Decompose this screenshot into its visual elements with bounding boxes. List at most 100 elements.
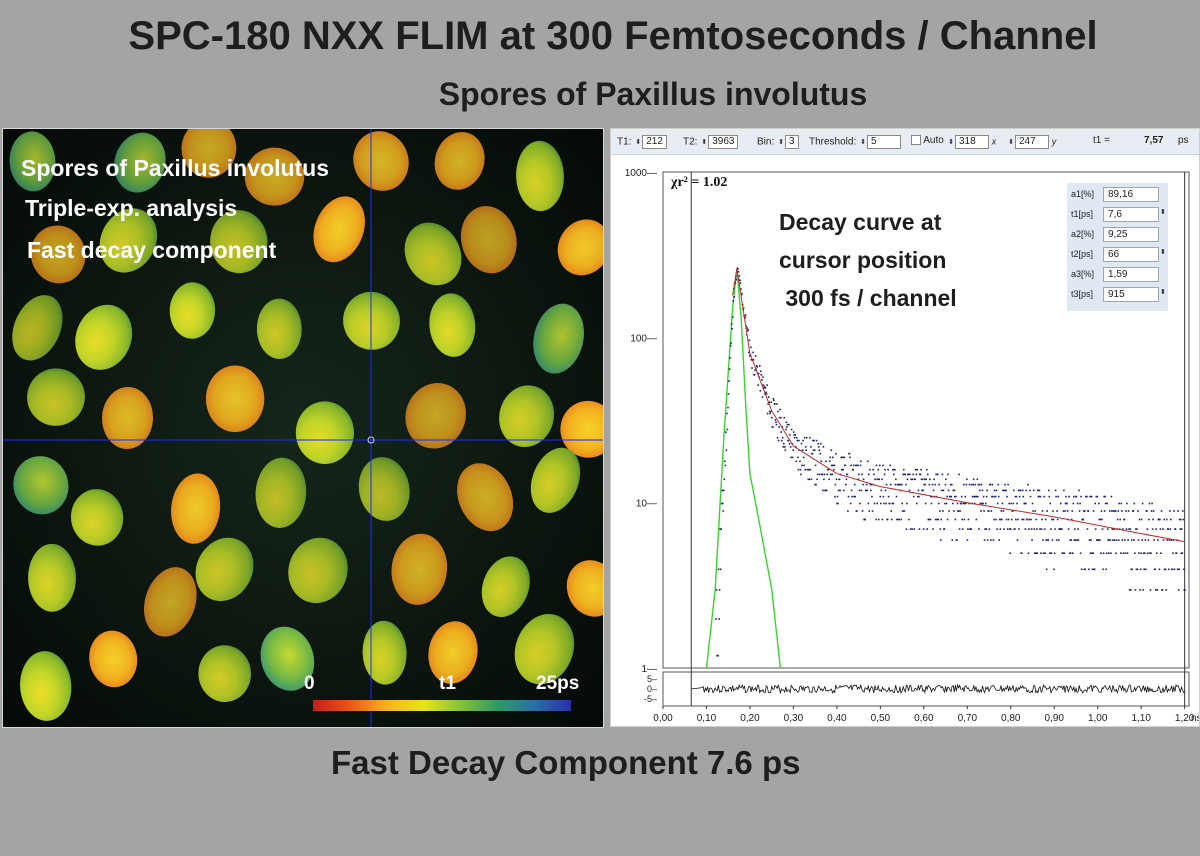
data-point: [879, 495, 882, 498]
flim-image[interactable]: [3, 129, 603, 727]
data-point: [776, 436, 779, 439]
x-control[interactable]: ⬍ 318 x: [947, 135, 996, 149]
fit-param-input[interactable]: 66: [1103, 247, 1159, 262]
data-point: [813, 449, 816, 451]
data-point: [721, 502, 724, 505]
t1-spinner-icon[interactable]: ⬍: [635, 139, 642, 146]
data-point: [1049, 502, 1052, 505]
data-point: [949, 495, 951, 498]
data-point: [789, 434, 791, 436]
data-point: [846, 473, 849, 476]
fit-param-spinner-icon[interactable]: ⬍: [1160, 209, 1166, 216]
data-point: [1064, 502, 1067, 505]
data-point: [808, 468, 810, 471]
data-point: [983, 539, 986, 541]
t1-input[interactable]: 212: [642, 135, 667, 149]
data-point: [1125, 510, 1127, 512]
data-point: [1175, 552, 1178, 554]
data-point: [1098, 502, 1100, 505]
data-point: [787, 439, 790, 442]
data-point: [1110, 552, 1112, 554]
data-point: [1118, 502, 1120, 505]
data-point: [980, 510, 982, 512]
bin-control[interactable]: Bin: ⬍ 3: [757, 135, 799, 149]
data-point: [867, 460, 869, 463]
data-point: [847, 495, 850, 498]
t2-spinner-icon[interactable]: ⬍: [701, 139, 708, 146]
data-point: [884, 468, 886, 471]
data-point: [1109, 510, 1111, 512]
spore: [75, 304, 133, 370]
data-point: [1091, 552, 1093, 554]
data-point: [1017, 518, 1019, 521]
fit-param-input[interactable]: 915: [1103, 287, 1159, 302]
data-point: [855, 464, 857, 467]
data-point: [738, 275, 741, 277]
data-point: [1070, 518, 1073, 521]
data-point: [1168, 539, 1171, 541]
fit-param-input[interactable]: 9,25: [1103, 227, 1159, 242]
y-spinner-icon[interactable]: ⬍: [1008, 139, 1014, 146]
fit-param-input[interactable]: 7,6: [1103, 207, 1159, 222]
flim-image-panel[interactable]: Spores of Paxillus involutus Triple-exp.…: [2, 128, 604, 728]
threshold-input[interactable]: 5: [867, 135, 902, 149]
t1-control[interactable]: T1: ⬍ 212: [617, 135, 667, 149]
data-point: [1069, 552, 1072, 554]
data-point: [1160, 552, 1162, 554]
data-point: [939, 510, 941, 512]
bin-spinner-icon[interactable]: ⬍: [778, 139, 784, 146]
spore: [460, 206, 517, 274]
x-tick-label: 0,70: [958, 713, 978, 724]
bin-input[interactable]: 3: [785, 135, 799, 149]
data-point: [1092, 510, 1095, 512]
annotation-line-2: cursor position: [779, 247, 947, 273]
data-point: [832, 464, 835, 467]
data-point: [1161, 589, 1164, 591]
threshold-control[interactable]: Threshold: ⬍ 5: [809, 135, 902, 149]
data-point: [728, 368, 731, 370]
threshold-spinner-icon[interactable]: ⬍: [860, 139, 866, 146]
data-point: [960, 502, 962, 505]
data-point: [974, 495, 977, 498]
data-point: [767, 396, 770, 398]
data-point: [832, 456, 834, 459]
data-point: [737, 268, 739, 270]
data-point: [1000, 510, 1003, 512]
auto-control[interactable]: Auto: [911, 135, 944, 146]
data-point: [719, 568, 722, 571]
data-point: [875, 464, 878, 467]
data-point: [992, 495, 994, 498]
x-spinner-icon[interactable]: ⬍: [948, 139, 954, 146]
t2-control[interactable]: T2: ⬍ 3963: [683, 135, 739, 149]
data-point: [841, 456, 844, 459]
fit-param-spinner-icon[interactable]: ⬍: [1160, 249, 1166, 256]
lifetime-colorbar: [313, 700, 571, 711]
data-point: [1018, 495, 1021, 498]
cursor-marker[interactable]: [367, 436, 375, 444]
data-point: [1141, 539, 1143, 541]
data-point: [762, 376, 764, 378]
data-point: [757, 384, 759, 386]
x-input[interactable]: 318: [955, 135, 989, 149]
data-point: [822, 446, 825, 448]
fit-param-spinner-icon[interactable]: ⬍: [1160, 289, 1166, 296]
data-point: [1025, 489, 1028, 492]
fit-param-input[interactable]: 1,59: [1103, 267, 1159, 282]
fit-param-input[interactable]: 89,16: [1103, 187, 1159, 202]
data-point: [723, 489, 725, 492]
auto-checkbox[interactable]: [911, 135, 921, 146]
y-input[interactable]: 247: [1015, 135, 1049, 149]
data-point: [715, 618, 717, 620]
t2-input[interactable]: 3963: [708, 135, 739, 149]
residual-trace: [691, 683, 1185, 695]
y-control[interactable]: ⬍ 247 y: [1007, 135, 1056, 149]
data-point: [777, 410, 779, 413]
data-point: [1090, 539, 1092, 541]
data-point: [924, 502, 927, 505]
data-point: [1048, 489, 1050, 492]
t1-label: T1:: [617, 136, 632, 148]
data-point: [918, 528, 921, 530]
data-point: [907, 473, 910, 476]
data-point: [809, 436, 811, 439]
data-point: [888, 502, 891, 505]
